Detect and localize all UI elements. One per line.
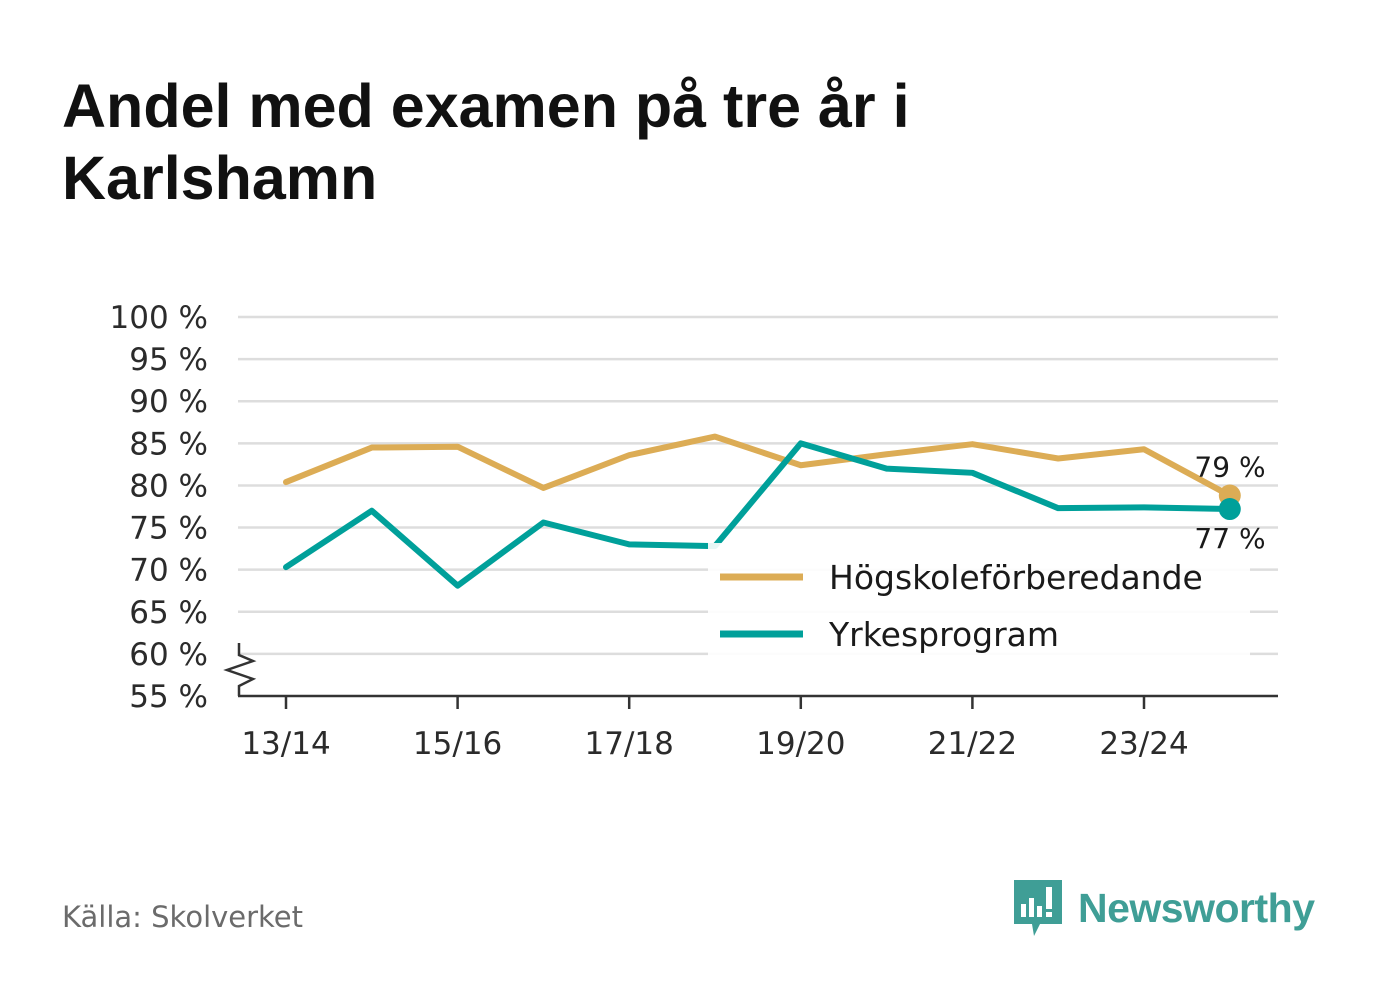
y-tick-label: 75 % (129, 511, 208, 547)
brand-name: Newsworthy (1078, 884, 1315, 931)
x-tick-label: 13/14 (241, 726, 330, 762)
end-value-label: 77 % (1194, 522, 1265, 555)
y-tick-label: 85 % (129, 426, 208, 462)
series-line-h-gskolef-rberedande (283, 433, 1233, 499)
y-tick-label: 90 % (129, 384, 208, 420)
y-tick-label: 100 % (110, 300, 208, 336)
x-tick-label: 23/24 (1099, 726, 1188, 762)
x-axis: 13/14 15/16 17/18 19/20 21/22 23/24 (223, 643, 1278, 762)
newsworthy-logo-icon (1014, 880, 1062, 936)
x-tick-label: 19/20 (756, 726, 845, 762)
legend-label: Yrkesprogram (828, 615, 1059, 654)
series-line-yrkesprogram (283, 440, 1233, 589)
x-tick-label: 21/22 (928, 726, 1017, 762)
chart-title: Andel med examen på tre år i Karlshamn (62, 72, 910, 212)
y-tick-label: 70 % (129, 553, 208, 589)
source-note: Källa: Skolverket (62, 900, 304, 934)
x-tick-label: 15/16 (413, 726, 502, 762)
series-end-point-yrkesprogram (1218, 498, 1241, 521)
legend-label: Högskoleförberedande (829, 558, 1203, 597)
y-axis-ticks: 100 % 95 % 90 % 85 % 80 % 75 % 70 % 65 % 60 % 55 … (110, 300, 208, 715)
end-labels: 79 % 77 % (1194, 451, 1265, 555)
y-tick-label: 60 % (129, 637, 208, 673)
y-tick-label: 80 % (129, 468, 208, 504)
y-tick-label: 55 % (129, 679, 208, 715)
legend: Högskoleförberedande Yrkesprogram (708, 543, 1250, 657)
end-value-label: 79 % (1194, 451, 1265, 484)
y-tick-label: 95 % (129, 342, 208, 378)
axis-break-mark (223, 643, 257, 696)
x-tick-label: 17/18 (585, 726, 674, 762)
legend-box (708, 543, 1250, 657)
series-lines (283, 433, 1241, 589)
brand-logo: Newsworthy (1012, 878, 1315, 938)
y-tick-label: 65 % (129, 595, 208, 631)
